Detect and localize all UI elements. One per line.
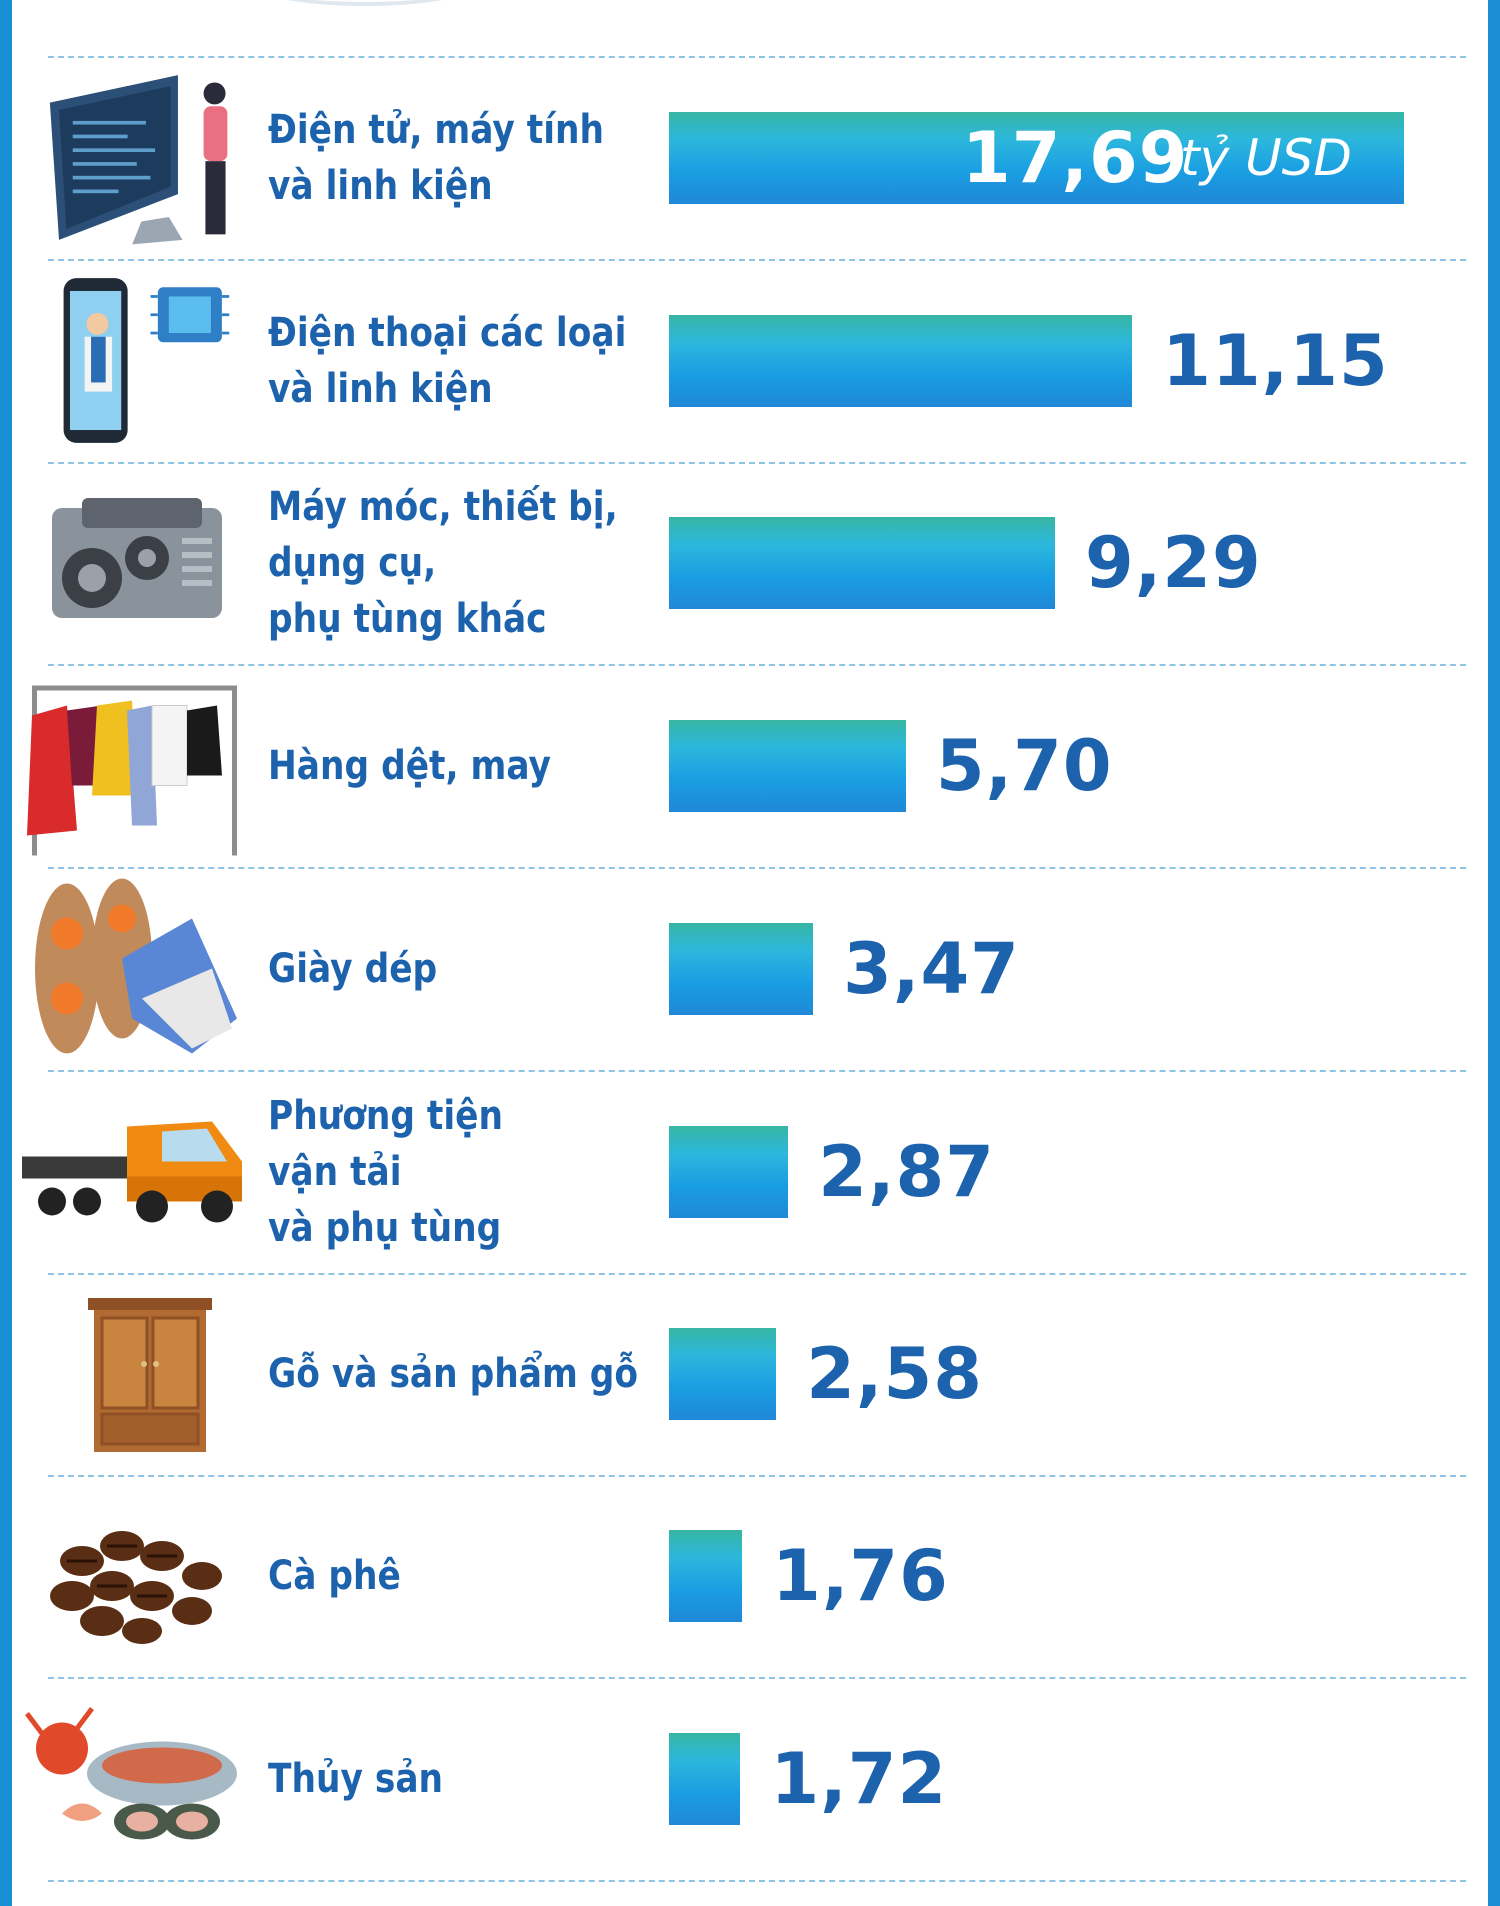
bar xyxy=(669,719,906,812)
row-divider xyxy=(48,1880,1466,1882)
computer-monitor-icon xyxy=(22,66,247,249)
shoes-icon xyxy=(22,877,247,1060)
row-divider xyxy=(48,867,1466,869)
value-label: 1,72 xyxy=(770,1737,948,1820)
category-label: Điện thoại các loại và linh kiện xyxy=(268,305,627,417)
category-label: Cà phê xyxy=(268,1548,595,1604)
category-label-line: Phương tiện xyxy=(268,1092,503,1139)
category-label: Phương tiện vận tải và phụ tùng xyxy=(268,1088,595,1256)
category-label-line: Gỗ và sản phẩm gỗ xyxy=(268,1351,639,1397)
category-label-line: dụng cụ, xyxy=(268,540,437,586)
category-label: Hàng dệt, may xyxy=(268,738,595,794)
smartphone-chip-icon xyxy=(22,269,247,452)
value-label: 17,69 xyxy=(962,116,1189,199)
row-divider xyxy=(48,1677,1466,1679)
category-label-line: Điện tử, máy tính xyxy=(268,106,605,153)
category-label-line: Cà phê xyxy=(268,1553,401,1599)
category-label: Máy móc, thiết bị, dụng cụ, phụ tùng khác xyxy=(268,479,618,647)
row-divider xyxy=(48,56,1466,58)
unit-label: tỷ USD xyxy=(1180,128,1352,187)
row-divider xyxy=(48,259,1466,261)
bar xyxy=(669,1732,741,1825)
category-label-line: và phụ tùng xyxy=(268,1204,502,1251)
top-decoration xyxy=(250,0,480,6)
row-divider xyxy=(48,1475,1466,1477)
category-label-line: Điện thoại các loại xyxy=(268,309,627,356)
seafood-icon xyxy=(22,1687,247,1870)
wardrobe-icon xyxy=(22,1283,247,1465)
category-label: Thủy sản xyxy=(268,1751,595,1807)
category-label-line: Hàng dệt, may xyxy=(268,742,551,789)
bar xyxy=(669,517,1055,609)
value-label: 2,87 xyxy=(818,1130,995,1213)
value-label: 5,70 xyxy=(935,724,1113,807)
value-label: 9,29 xyxy=(1084,522,1262,604)
category-label-line: và linh kiện xyxy=(268,365,493,412)
bar xyxy=(669,314,1133,407)
clothes-rack-icon xyxy=(22,674,247,857)
category-label-line: vận tải xyxy=(268,1148,402,1195)
category-label-line: phụ tùng khác xyxy=(268,596,547,642)
category-label-line: Máy móc, thiết bị, xyxy=(268,484,618,530)
category-label-line: và linh kiện xyxy=(268,162,493,209)
engine-icon xyxy=(22,472,247,654)
category-label-line: Giày dép xyxy=(268,945,438,992)
bar xyxy=(669,922,814,1015)
frame-left-border xyxy=(0,0,12,1906)
row-divider xyxy=(48,462,1466,464)
row-divider xyxy=(48,1070,1466,1072)
row-divider xyxy=(48,1273,1466,1275)
value-label: 2,58 xyxy=(806,1333,983,1415)
bar xyxy=(669,1125,789,1218)
bar xyxy=(669,1328,777,1420)
frame-right-border xyxy=(1488,0,1500,1906)
truck-icon xyxy=(22,1080,247,1263)
coffee-beans-icon xyxy=(22,1485,247,1667)
row-divider xyxy=(48,664,1466,666)
value-label: 1,76 xyxy=(772,1535,949,1617)
category-label: Gỗ và sản phẩm gỗ xyxy=(268,1346,639,1402)
category-label: Giày dép xyxy=(268,941,595,997)
value-label: 11,15 xyxy=(1162,319,1389,402)
value-label: 3,47 xyxy=(843,927,1020,1010)
category-label: Điện tử, máy tính và linh kiện xyxy=(268,102,605,214)
bar xyxy=(669,1530,743,1622)
category-label-line: Thủy sản xyxy=(268,1755,444,1802)
bar xyxy=(669,111,1404,204)
